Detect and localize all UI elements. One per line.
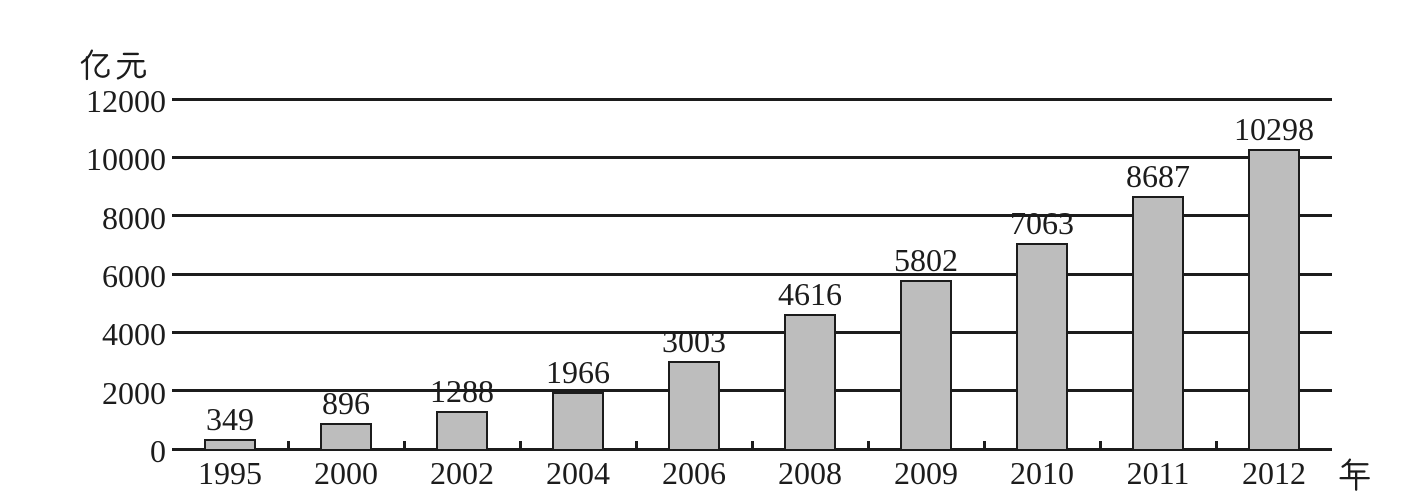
x-axis-tick [1098,441,1102,449]
x-axis-tick [402,441,406,449]
bar-value-label: 10298 [1234,111,1314,147]
cjk-glyph-yi-icon [80,49,110,81]
bar [1016,243,1068,451]
x-axis-category-label: 2002 [430,455,494,491]
x-axis-category-label: 1995 [198,455,262,491]
bar-value-label: 7063 [1010,205,1074,241]
bar [1248,149,1300,451]
y-axis-tick-label: 8000 [102,199,166,236]
x-axis-tick [750,441,754,449]
x-axis-tick [634,441,638,449]
x-axis-category-label: 2009 [894,455,958,491]
bar [320,423,372,451]
cjk-glyph-nian-icon [1339,458,1370,491]
x-axis-category-label: 2012 [1242,455,1306,491]
x-axis-tick [982,441,986,449]
x-axis-category-label: 2006 [662,455,726,491]
bar [552,392,604,451]
y-axis-tick-label: 2000 [102,374,166,411]
bar-value-label: 3003 [662,323,726,359]
y-axis-unit-text: 亿元 [0,0,1,1]
x-axis-category-label: 2004 [546,455,610,491]
bar [784,314,836,451]
y-axis-tick-label: 10000 [86,141,166,178]
gridline [172,272,1332,276]
bar-value-label: 349 [206,401,254,437]
y-axis-unit-label [78,48,147,81]
x-axis-category-label: 2008 [778,455,842,491]
bar [436,411,488,451]
bar-value-label: 8687 [1126,158,1190,194]
bar-value-label: 1288 [430,373,494,409]
bar [668,361,720,451]
gridline [172,155,1332,159]
x-axis-unit-label [1338,458,1371,491]
y-axis-tick-label: 6000 [102,258,166,294]
bar-value-label: 896 [322,385,370,421]
x-axis-category-label: 2000 [314,455,378,491]
x-axis-tick [518,441,522,449]
bar-value-label: 4616 [778,276,842,312]
x-axis-tick [1214,441,1218,449]
gridline [172,389,1332,393]
bar-value-label: 5802 [894,242,958,278]
x-axis-line [172,447,1332,451]
bar [1132,196,1184,451]
bar [900,280,952,451]
gridline [172,97,1332,101]
x-axis-tick [866,441,870,449]
x-axis-unit-text: 年 [0,0,1,1]
gridline [172,214,1332,218]
bar [204,439,256,451]
x-axis-category-label: 2011 [1126,455,1190,491]
y-axis-tick-label: 4000 [102,316,166,353]
cjk-glyph-yuan-icon [116,52,146,80]
bar-value-label: 1966 [546,354,610,390]
x-axis-tick [286,441,290,449]
y-axis-tick-label: 12000 [86,83,166,119]
gridline [172,330,1332,334]
y-axis-tick-label: 0 [150,433,166,469]
x-axis-category-label: 2010 [1010,455,1074,491]
